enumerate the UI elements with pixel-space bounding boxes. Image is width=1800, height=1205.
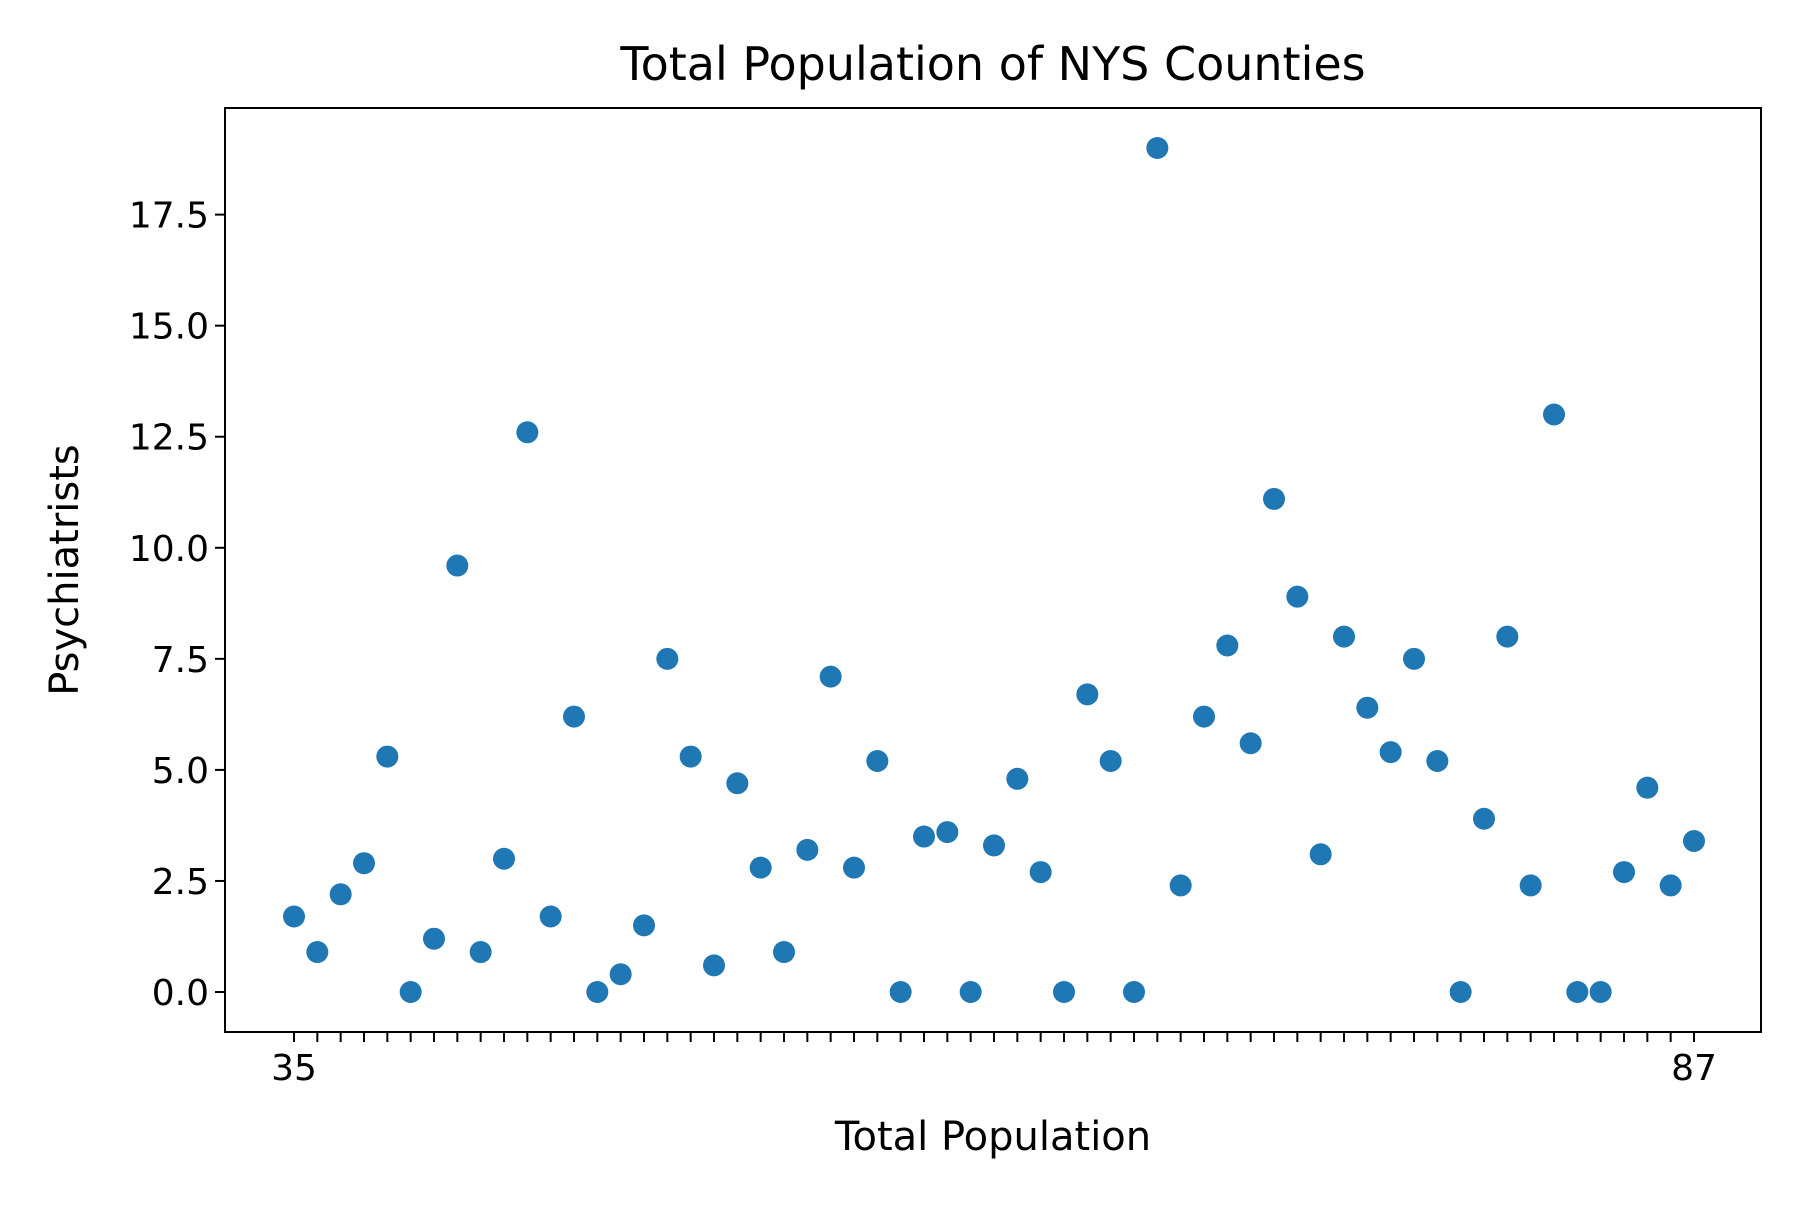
data-point (819, 665, 842, 688)
y-tick-label: 2.5 (152, 862, 209, 903)
data-point (983, 834, 1005, 857)
data-point (773, 941, 795, 964)
y-axis-label: Psychiatrists (42, 444, 88, 696)
data-point (1076, 683, 1099, 706)
data-point (889, 981, 912, 1004)
data-point (1169, 874, 1192, 897)
x-axis-label: Total Population (834, 1114, 1151, 1160)
y-tick-label: 17.5 (129, 196, 209, 237)
chart-title: Total Population of NYS Counties (619, 37, 1365, 91)
y-tick-label: 15.0 (129, 307, 209, 348)
data-point (423, 927, 445, 950)
data-point (1333, 625, 1355, 648)
data-point (1613, 861, 1635, 884)
data-point (1099, 750, 1122, 773)
data-point (726, 772, 749, 795)
data-point (1683, 829, 1705, 852)
data-point (1239, 732, 1262, 755)
data-point (1589, 981, 1612, 1004)
data-point (656, 647, 679, 670)
x-axis-ticks: 35 87 (271, 1032, 1717, 1089)
data-point (1543, 403, 1565, 426)
data-point (936, 821, 959, 844)
data-point (493, 847, 515, 870)
data-point (1636, 776, 1659, 799)
y-tick-label: 0.0 (152, 973, 209, 1014)
data-point (306, 941, 329, 964)
data-point (633, 914, 655, 937)
data-point (913, 825, 935, 848)
data-point (1426, 750, 1449, 773)
data-point (679, 745, 702, 768)
x-tick-label-first: 35 (271, 1048, 317, 1089)
data-point (1379, 741, 1402, 764)
x-tick-label-last: 87 (1671, 1048, 1717, 1089)
data-point (1566, 981, 1589, 1004)
y-tick-label: 7.5 (152, 640, 209, 681)
data-point (353, 852, 375, 875)
data-point (749, 856, 772, 879)
data-point (563, 705, 585, 728)
y-tick-label: 12.5 (129, 418, 209, 459)
data-point (446, 554, 469, 577)
data-point (843, 856, 865, 879)
data-point (539, 905, 562, 928)
data-point (959, 981, 982, 1004)
data-point (1216, 634, 1239, 657)
data-point (469, 941, 492, 964)
data-point (1029, 861, 1052, 884)
y-tick-label: 5.0 (152, 751, 209, 792)
data-point (1123, 981, 1145, 1004)
data-point (1309, 843, 1332, 866)
data-point (1496, 625, 1519, 648)
data-point (283, 905, 305, 928)
data-point (796, 838, 819, 861)
data-point (866, 750, 889, 773)
data-point (1193, 705, 1215, 728)
data-point (516, 421, 539, 444)
data-point (1053, 981, 1075, 1004)
data-point (609, 963, 632, 986)
data-point (1146, 136, 1169, 159)
data-point (1519, 874, 1542, 897)
data-point (1449, 981, 1472, 1004)
data-point (703, 954, 725, 977)
data-point (1403, 647, 1425, 670)
data-point (586, 981, 609, 1004)
data-point (1659, 874, 1682, 897)
data-point (399, 981, 422, 1004)
data-point (1286, 585, 1309, 608)
data-point (1356, 696, 1379, 719)
data-points (283, 136, 1705, 1004)
data-point (376, 745, 399, 768)
y-axis-ticks: 0.0 2.5 5.0 7.5 10.0 12.5 15.0 17.5 (129, 196, 225, 1014)
data-point (1473, 807, 1495, 830)
data-point (1263, 487, 1285, 510)
data-point (329, 883, 352, 906)
y-tick-label: 10.0 (129, 529, 209, 570)
data-point (1006, 767, 1029, 790)
